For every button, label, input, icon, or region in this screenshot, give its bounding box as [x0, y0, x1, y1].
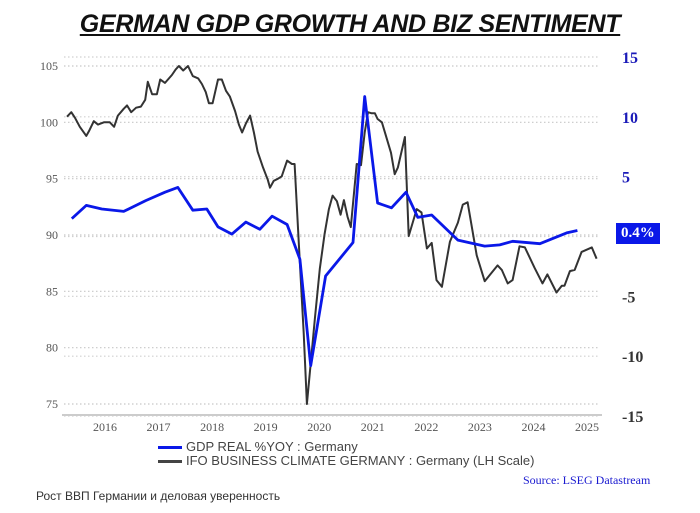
- right-tick-label: 15: [622, 50, 638, 67]
- left-tick-label: 105: [40, 59, 58, 73]
- left-tick-label: 85: [46, 284, 58, 298]
- caption: Рост ВВП Германии и деловая уверенность: [36, 489, 281, 503]
- legend-label-ifo: IFO BUSINESS CLIMATE GERMANY : Germany (…: [186, 453, 535, 468]
- legend-item-ifo: IFO BUSINESS CLIMATE GERMANY : Germany (…: [158, 454, 534, 468]
- x-tick-label: 2017: [147, 420, 171, 434]
- left-tick-label: 100: [40, 115, 58, 129]
- x-tick-label: 2024: [521, 420, 545, 434]
- x-tick-label: 2018: [200, 420, 224, 434]
- legend-swatch-ifo: [158, 459, 182, 463]
- legend-item-gdp: GDP REAL %YOY : Germany: [158, 440, 534, 454]
- gdp-series-line: [70, 95, 578, 368]
- x-tick-labels: 2016 2017 2018 2019 2020 2021 2022 2023 2024 2025: [93, 420, 599, 434]
- x-tick-label: 2021: [361, 420, 385, 434]
- chart-title: GERMAN GDP GROWTH AND BIZ SENTIMENT: [79, 10, 621, 38]
- right-tick-labels: 15 10 5 -5 -10 -15: [622, 50, 643, 426]
- right-tick-label: -15: [622, 409, 643, 426]
- right-tick-label: -5: [622, 289, 635, 306]
- legend: GDP REAL %YOY : Germany IFO BUSINESS CLI…: [158, 440, 534, 468]
- x-tick-label: 2022: [414, 420, 438, 434]
- right-tick-label: 5: [622, 170, 630, 187]
- series-lines: [66, 65, 598, 405]
- right-tick-label: 10: [622, 110, 638, 127]
- left-tick-labels: 105 100 95 90 85 80 75: [40, 59, 58, 411]
- latest-value-badge: 0.4%: [616, 223, 660, 244]
- grid-lines: [64, 56, 600, 417]
- ifo-series-line: [66, 65, 598, 405]
- x-tick-label: 2025: [575, 420, 599, 434]
- right-tick-label: -10: [622, 349, 643, 366]
- x-tick-label: 2019: [254, 420, 278, 434]
- x-tick-label: 2023: [468, 420, 492, 434]
- left-tick-label: 90: [46, 228, 58, 242]
- legend-label-gdp: GDP REAL %YOY : Germany: [186, 439, 358, 454]
- x-tick-label: 2020: [307, 420, 331, 434]
- left-tick-label: 75: [46, 397, 58, 411]
- x-tick-label: 2016: [93, 420, 117, 434]
- left-tick-label: 80: [46, 341, 58, 355]
- source-note: Source: LSEG Datastream: [523, 473, 651, 487]
- legend-swatch-gdp: [158, 445, 182, 449]
- left-tick-label: 95: [46, 172, 58, 186]
